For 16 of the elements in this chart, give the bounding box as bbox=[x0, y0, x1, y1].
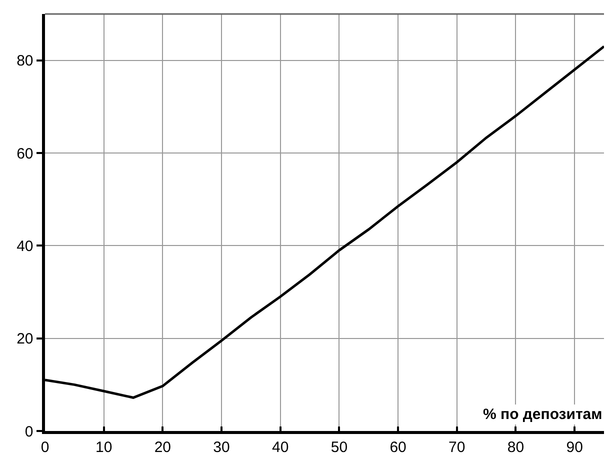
x-tick-label: 10 bbox=[95, 438, 112, 456]
x-tick-label: 50 bbox=[330, 438, 348, 456]
x-tick-label: 90 bbox=[566, 438, 583, 456]
y-tick-label: 0 bbox=[24, 423, 34, 440]
y-tick-label: 60 bbox=[16, 145, 34, 162]
y-tick-label: 20 bbox=[16, 330, 34, 348]
x-tick-label: 30 bbox=[213, 438, 230, 456]
x-tick-label: 40 bbox=[272, 438, 289, 456]
x-tick-label: 0 bbox=[40, 438, 50, 456]
y-tick-label: 40 bbox=[16, 238, 34, 255]
y-tick-label: 80 bbox=[16, 52, 34, 70]
x-tick-label: 70 bbox=[448, 438, 466, 456]
x-axis-title: % по депозитам bbox=[483, 406, 602, 423]
x-tick-label: 20 bbox=[154, 438, 172, 456]
x-tick-label: 60 bbox=[390, 438, 406, 456]
x-tick-label: 80 bbox=[507, 438, 524, 456]
